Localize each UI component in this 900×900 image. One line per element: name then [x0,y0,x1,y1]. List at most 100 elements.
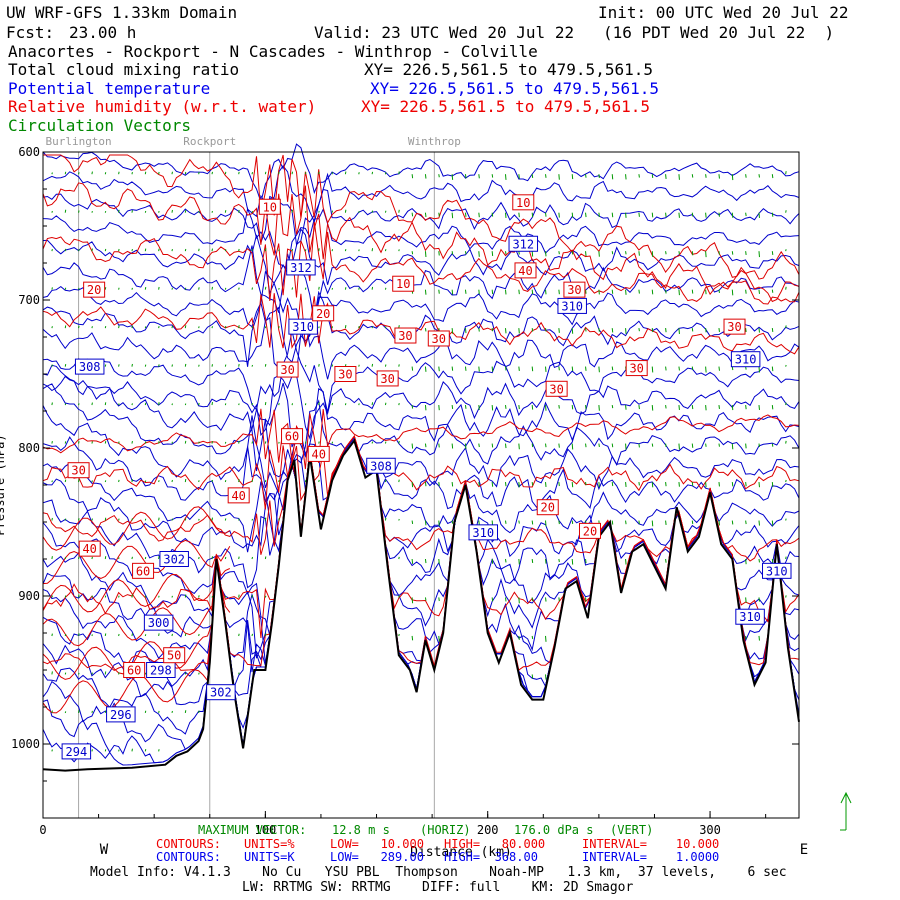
theta-label: 312 [508,235,539,252]
forecast-hour: 23.00 h [69,23,137,42]
circulation-vector [104,287,107,290]
theta-label-box [74,358,105,375]
rh-label-text: 30 [432,332,446,346]
circulation-vector [678,405,680,410]
circulation-vector [251,441,253,444]
circulation-vector [171,171,173,175]
circulation-vector [51,480,53,483]
circulation-vector [771,289,774,293]
rh-contour [42,408,800,470]
circulation-vector [78,594,80,598]
circulation-vector [144,248,147,252]
circulation-vector [198,364,200,367]
theta-label: 310 [557,297,587,314]
circulation-vector [558,405,560,409]
circulation-vector [745,558,747,565]
circulation-vector [224,441,227,444]
circulation-vector [558,212,560,218]
circulation-vector [625,251,627,255]
circulation-vector [78,325,80,329]
rh-label: 30 [67,462,90,479]
circulation-vector [691,174,694,178]
circulation-vector [424,174,427,179]
circulation-vector [78,441,80,444]
circulation-vector [78,210,80,213]
circulation-vector [358,403,360,406]
circulation-vector [158,749,160,752]
theta-contour [42,228,800,295]
max-vector-horiz: 12.8 m s [332,823,390,837]
rh-contour [42,435,800,671]
circulation-vector [184,672,187,675]
circulation-vector [158,402,160,406]
circulation-vector [184,325,187,329]
rh-label-text: 20 [316,307,330,321]
rh-contours-label: CONTOURS: [156,837,222,851]
rh-label: 30 [334,366,357,382]
field-rh-xy: XY= 226.5,561.5 to 479.5,561.5 [361,97,650,116]
circulation-vector [491,558,494,564]
circulation-vector [705,174,707,178]
circulation-vector [665,558,667,563]
theta-label-box [468,524,499,541]
circulation-vector [384,249,387,252]
rh-contours-units: UNITS=% [244,837,295,851]
theta-label: 298 [146,662,176,678]
circulation-vector [705,212,707,218]
circulation-vector [625,520,627,525]
circulation-vector [651,328,654,333]
circulation-vector [758,251,760,258]
circulation-vector [238,325,240,329]
circulation-vector [264,171,267,175]
circulation-vector [264,479,267,483]
rh-contours-interval: INTERVAL= 10.000 [582,837,720,851]
circulation-vector [171,633,173,637]
circulation-vector [278,249,280,252]
circulation-vector [251,364,253,367]
circulation-vector [571,174,574,180]
circulation-vector [745,212,747,217]
circulation-vector [731,212,734,218]
circulation-vector [358,210,360,213]
circulation-vector [318,171,320,175]
circulation-vector [678,289,680,296]
circulation-vector [611,366,614,371]
circulation-vector [785,171,787,175]
rh-contours-high: HIGH= 80.000 [444,837,546,851]
theta-contour [42,165,800,224]
circulation-vector [278,326,280,329]
circulation-vector [718,443,720,447]
circulation-vector [211,171,213,175]
circulation-vector [184,209,187,213]
circulation-vector [118,287,120,290]
circulation-vector [518,174,520,179]
y-tick-label: 1000 [11,737,40,751]
circulation-vector [478,251,480,257]
field-theta-name: Potential temperature [8,79,211,98]
circulation-vector [758,212,760,218]
circulation-vector [251,633,253,637]
theta-contour [42,245,800,323]
circulation-vector [304,210,307,213]
y-tick-label: 600 [18,145,40,159]
circulation-vector [438,520,440,527]
circulation-vector [545,520,547,527]
rh-label-text: 30 [629,362,643,376]
circulation-vector [424,251,427,258]
circulation-vector [571,328,574,334]
theta-label-text: 308 [370,459,392,473]
circulation-vector [731,481,734,487]
circulation-vector [158,710,160,714]
circulation-vector [651,481,654,488]
circulation-vector [118,441,120,444]
circulation-vector [118,518,120,521]
circulation-vector [264,517,267,521]
circulation-vector [504,174,507,180]
circulation-vector [198,326,200,329]
circulation-vector [651,174,654,178]
theta-label: 310 [762,562,792,579]
circulation-vector [611,328,614,333]
circulation-vector [64,364,67,367]
circulation-vector [411,558,414,564]
